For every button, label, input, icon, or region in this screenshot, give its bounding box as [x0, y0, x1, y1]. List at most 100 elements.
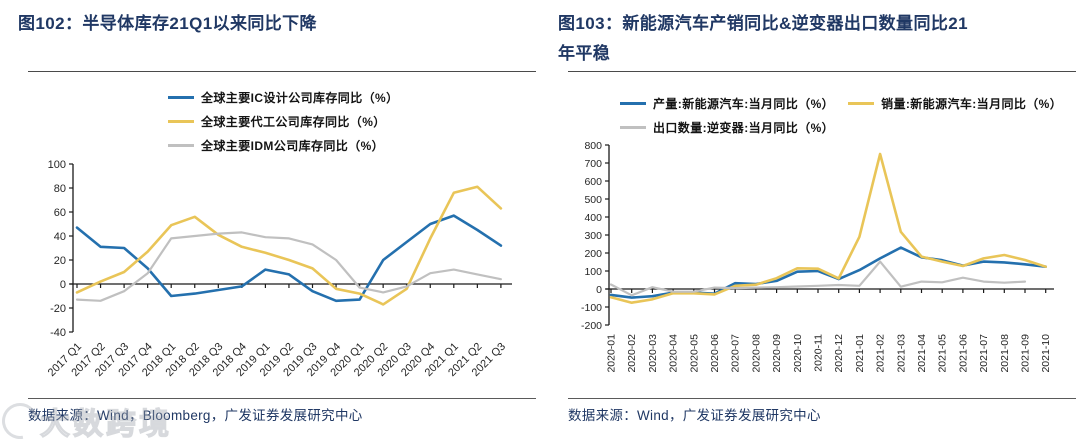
legend-item-1: 销量:新能源汽车:当月同比（%）	[848, 95, 1062, 112]
x-tick-label: 2021-10	[1040, 334, 1052, 373]
legend-swatch-icon	[620, 126, 646, 129]
figure-102-title-divider	[28, 71, 536, 72]
x-tick-label: 2020-04	[668, 334, 680, 373]
y-tick-label: -20	[50, 303, 66, 315]
legend-row: 全球主要代工公司库存同比（%）	[168, 113, 398, 130]
x-tick-label: 2017 Q4	[116, 341, 154, 379]
y-tick-label: -200	[581, 320, 602, 332]
legend-label: 全球主要IDM公司库存同比（%）	[201, 139, 385, 153]
x-tick-label: 2020-09	[771, 334, 783, 373]
x-tick-label: 2017 Q2	[69, 341, 107, 379]
series-line-1	[609, 152, 1047, 304]
y-tick-label: 60	[54, 207, 66, 219]
y-tick-label: 0	[60, 279, 66, 291]
figure-102-title: 图102：半导体库存21Q1以来同比下降	[18, 14, 317, 33]
x-tick-label: 2020 Q3	[375, 341, 413, 379]
series-line-0	[75, 214, 503, 303]
x-tick-label: 2020 Q4	[399, 341, 437, 379]
y-tick-label: 600	[584, 176, 602, 188]
x-tick-label: 2021-07	[978, 334, 990, 373]
x-tick-label: 2020-08	[750, 334, 762, 373]
legend-row: 出口数量:逆变器:当月同比（%）	[620, 119, 1062, 136]
x-tick-label: 2020-02	[626, 334, 638, 373]
y-tick-label: 700	[584, 158, 602, 170]
x-tick-label: 2019 Q3	[281, 341, 319, 379]
legend-label: 产量:新能源汽车:当月同比（%）	[653, 97, 835, 111]
figure-103-panel: 图103：新能源汽车产销同比&逆变器出口数量同比21年平稳 产量:新能源汽车:当…	[540, 0, 1080, 440]
figure-103-title-divider	[568, 71, 1076, 72]
legend-label: 全球主要IC设计公司库存同比（%）	[201, 91, 399, 105]
y-tick-label: 400	[584, 212, 602, 224]
x-tick-label: 2017 Q3	[93, 341, 131, 379]
x-tick-label: 2021-06	[957, 334, 969, 373]
figure-103-footer-divider	[568, 398, 1076, 399]
y-tick-label: 100	[584, 266, 602, 278]
figure-103-legend: 产量:新能源汽车:当月同比（%） 销量:新能源汽车:当月同比（%） 出口数量:逆变器…	[620, 95, 1062, 136]
y-tick-label: 800	[584, 140, 602, 152]
legend-item-0: 全球主要IC设计公司库存同比（%）	[168, 89, 398, 106]
x-tick-label: 2021-03	[895, 334, 907, 373]
figure-102-source: 数据来源：Wind，Bloomberg，广发证券发展研究中心	[28, 408, 363, 423]
legend-label: 全球主要代工公司库存同比（%）	[201, 115, 386, 129]
legend-label: 销量:新能源汽车:当月同比（%）	[881, 97, 1063, 111]
x-tick-label: 2020-05	[688, 334, 700, 373]
legend-label: 出口数量:逆变器:当月同比（%）	[653, 121, 835, 135]
figure-103-title: 图103：新能源汽车产销同比&逆变器出口数量同比21年平稳	[558, 14, 968, 63]
x-tick-label: 2020-10	[792, 334, 804, 373]
figure-102-legend: 全球主要IC设计公司库存同比（%） 全球主要代工公司库存同比（%） 全球主要IDM公…	[168, 89, 398, 154]
y-tick-label: -100	[581, 302, 602, 314]
x-tick-label: 2021 Q1	[423, 341, 461, 379]
legend-item-2: 全球主要IDM公司库存同比（%）	[168, 137, 384, 154]
y-tick-label: 100	[48, 159, 66, 171]
series-line-2	[609, 260, 1027, 297]
x-tick-label: 2018 Q4	[211, 341, 249, 379]
figure-103-source: 数据来源：Wind，广发证券发展研究中心	[568, 408, 821, 423]
y-tick-label: 0	[596, 284, 602, 296]
series-line-2	[75, 231, 502, 302]
legend-swatch-icon	[168, 120, 194, 123]
x-tick-label: 2020-12	[833, 334, 845, 373]
legend-swatch-icon	[168, 96, 194, 99]
x-tick-label: 2019 Q4	[305, 341, 343, 379]
x-tick-label: 2017 Q1	[46, 341, 84, 379]
x-tick-label: 2021-01	[854, 334, 866, 373]
x-tick-label: 2020-01	[606, 334, 618, 373]
legend-row: 全球主要IDM公司库存同比（%）	[168, 137, 398, 154]
x-tick-label: 2020 Q1	[328, 341, 366, 379]
legend-item-2: 出口数量:逆变器:当月同比（%）	[620, 119, 834, 136]
x-tick-label: 2021-08	[999, 334, 1011, 373]
y-tick-label: 40	[54, 231, 66, 243]
y-tick-label: 80	[54, 183, 66, 195]
x-tick-label: 2021-05	[937, 334, 949, 373]
figure-102-footer-divider	[28, 398, 536, 399]
x-tick-label: 2018 Q2	[164, 341, 202, 379]
legend-swatch-icon	[168, 144, 194, 147]
legend-item-1: 全球主要代工公司库存同比（%）	[168, 113, 386, 130]
x-tick-label: 2018 Q3	[187, 341, 225, 379]
x-tick-label: 2018 Q1	[140, 341, 178, 379]
x-tick-label: 2019 Q1	[234, 341, 272, 379]
x-tick-label: 2020-11	[813, 334, 825, 372]
x-tick-label: 2021 Q2	[446, 341, 484, 379]
y-tick-label: 500	[584, 194, 602, 206]
y-tick-label: 200	[584, 248, 602, 260]
x-tick-label: 2021 Q3	[470, 341, 508, 379]
legend-swatch-icon	[620, 102, 646, 105]
y-tick-label: -40	[50, 327, 66, 339]
series-line-1	[75, 185, 503, 306]
x-tick-label: 2021-09	[1020, 334, 1032, 373]
legend-row: 产量:新能源汽车:当月同比（%） 销量:新能源汽车:当月同比（%）	[620, 95, 1062, 112]
x-tick-label: 2020-06	[709, 334, 721, 373]
figure-102-panel: 图102：半导体库存21Q1以来同比下降 全球主要IC设计公司库存同比（%） 全球…	[0, 0, 540, 440]
y-tick-label: 300	[584, 230, 602, 242]
legend-row: 全球主要IC设计公司库存同比（%）	[168, 89, 398, 106]
legend-swatch-icon	[848, 102, 875, 105]
series-line-0	[609, 246, 1047, 299]
x-tick-label: 2021-02	[875, 334, 887, 373]
x-tick-label: 2020-03	[647, 334, 659, 373]
x-tick-label: 2020 Q2	[352, 341, 390, 379]
y-tick-label: 20	[54, 255, 66, 267]
x-tick-label: 2020-07	[730, 334, 742, 373]
legend-item-0: 产量:新能源汽车:当月同比（%）	[620, 95, 834, 112]
